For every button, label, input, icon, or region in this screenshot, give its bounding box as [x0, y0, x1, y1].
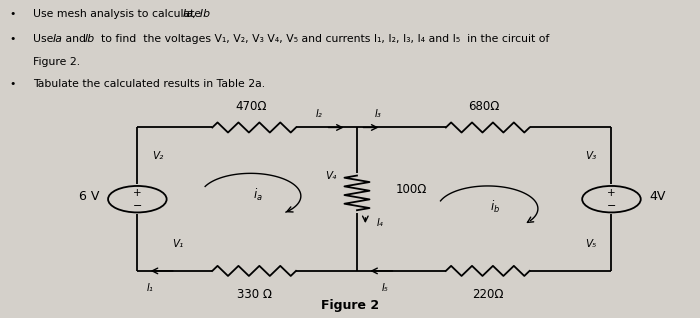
Text: 6 V: 6 V [78, 190, 99, 203]
Text: Tabulate the calculated results in Table 2a.: Tabulate the calculated results in Table… [33, 79, 265, 89]
Text: V₃: V₃ [585, 151, 596, 161]
Text: •: • [10, 34, 16, 45]
Text: •: • [10, 9, 16, 19]
Text: 220Ω: 220Ω [472, 288, 503, 301]
Text: I₃: I₃ [374, 109, 382, 119]
Text: 680Ω: 680Ω [468, 100, 500, 113]
Text: •: • [10, 79, 16, 89]
Text: Use: Use [33, 34, 57, 45]
Text: 330 Ω: 330 Ω [237, 288, 272, 301]
Text: 100Ω: 100Ω [395, 183, 427, 196]
Text: to find  the voltages V₁, V₂, V₃ V₄, V₅ and currents I₁, I₂, I₃, I₄ and I₅  in t: to find the voltages V₁, V₂, V₃ V₄, V₅ a… [94, 34, 550, 45]
Text: $i_a$: $i_a$ [253, 186, 262, 203]
Text: Figure 2.: Figure 2. [33, 57, 80, 66]
Text: Ib: Ib [85, 34, 95, 45]
Text: Ia, Ib: Ia, Ib [183, 9, 210, 19]
Text: I₂: I₂ [315, 109, 322, 119]
Text: +: + [607, 188, 616, 197]
Text: V₄: V₄ [325, 170, 336, 181]
Text: Ia: Ia [52, 34, 62, 45]
Text: Figure 2: Figure 2 [321, 299, 379, 312]
Text: $i_b$: $i_b$ [489, 199, 500, 215]
Text: −: − [607, 201, 616, 211]
Text: V₁: V₁ [172, 239, 183, 249]
Text: −: − [133, 201, 142, 211]
Text: V₅: V₅ [585, 239, 596, 249]
Text: Use mesh analysis to calculate: Use mesh analysis to calculate [33, 9, 204, 19]
Text: I₁: I₁ [146, 283, 153, 293]
Text: +: + [133, 188, 141, 197]
Text: 470Ω: 470Ω [235, 100, 267, 113]
Text: 4V: 4V [650, 190, 666, 203]
Text: V₂: V₂ [153, 151, 164, 161]
Text: I₅: I₅ [382, 283, 388, 293]
Text: and: and [62, 34, 90, 45]
Text: I₄: I₄ [377, 218, 383, 228]
